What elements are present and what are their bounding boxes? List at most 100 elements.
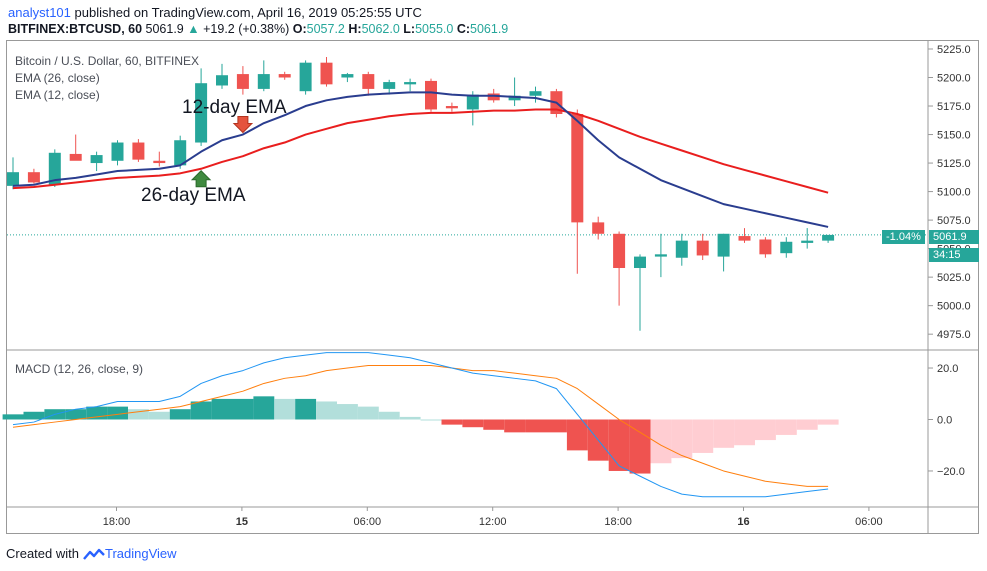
close-label: C: xyxy=(456,22,471,36)
candle-up xyxy=(216,75,228,86)
macd-histogram-bar xyxy=(337,404,358,420)
macd-histogram-bar xyxy=(23,411,45,420)
macd-signal-line xyxy=(12,364,829,487)
macd-histogram-bar xyxy=(378,411,400,420)
publisher-username[interactable]: analyst101 xyxy=(8,5,71,20)
legend-ema26: EMA (26, close) xyxy=(15,71,100,85)
macd-histogram-bar xyxy=(755,419,776,441)
candle-up xyxy=(404,82,417,85)
annotation-26day-ema: 26-day EMA xyxy=(141,185,246,206)
candle-up xyxy=(174,140,187,166)
candle-down xyxy=(132,142,145,160)
candle-down xyxy=(592,222,605,234)
annotation-12day-ema: 12-day EMA xyxy=(182,97,287,118)
candle-up xyxy=(299,62,312,92)
macd-histogram-bar xyxy=(796,419,818,430)
down-arrow-icon xyxy=(232,116,254,134)
macd-histogram-bar xyxy=(295,398,317,420)
macd-tick-label: 20.0 xyxy=(937,363,958,375)
price-change: +19.2 (+0.38%) xyxy=(203,22,290,36)
macd-histogram-bar xyxy=(671,419,693,459)
candle-down xyxy=(27,172,40,183)
macd-line xyxy=(12,352,829,498)
macd-histogram-bar xyxy=(2,414,24,420)
macd-histogram-bar xyxy=(817,419,839,425)
candle-down xyxy=(613,233,626,269)
macd-histogram-bar xyxy=(128,409,149,420)
macd-histogram-bar xyxy=(483,419,505,430)
price-tick-label: 5175.0 xyxy=(937,101,971,113)
macd-histogram-bar xyxy=(441,419,463,425)
macd-histogram-bar xyxy=(462,419,484,428)
high-value: 5062.0 xyxy=(361,22,400,36)
macd-histogram-bar xyxy=(546,419,567,433)
time-tick-label: 06:00 xyxy=(855,516,883,528)
open-value: 5057.2 xyxy=(306,22,345,36)
macd-histogram-bar xyxy=(399,416,421,420)
time-tick-label: 16 xyxy=(737,516,749,528)
candle-up xyxy=(634,256,646,269)
macd-histogram-bar xyxy=(253,396,275,420)
candle-up xyxy=(7,172,19,186)
created-with-text: Created with xyxy=(6,546,79,561)
macd-tick-label: 0.0 xyxy=(937,414,952,426)
candle-up xyxy=(717,233,730,257)
candle-down xyxy=(738,236,751,241)
price-tick-label: 5000.0 xyxy=(937,301,971,313)
up-arrow-icon: ▲ xyxy=(187,22,200,36)
candle-down xyxy=(69,153,82,161)
macd-histogram-bar xyxy=(211,398,233,420)
macd-histogram-bar xyxy=(713,419,735,448)
ema12-line xyxy=(12,91,829,228)
candle-down xyxy=(445,106,458,109)
last-price: 5061.9 xyxy=(145,22,184,36)
tradingview-logo-icon xyxy=(83,548,105,560)
macd-histogram-bar xyxy=(566,419,588,451)
price-tick-label: 5200.0 xyxy=(937,73,971,85)
macd-histogram-bar xyxy=(650,419,672,464)
time-tick-label: 12:00 xyxy=(479,516,507,528)
candle-down xyxy=(153,160,166,164)
candle-up xyxy=(675,240,688,258)
candle-down xyxy=(278,74,291,78)
up-arrow-icon xyxy=(190,170,212,188)
candle-down xyxy=(487,93,500,101)
candle-up xyxy=(111,142,124,161)
macd-histogram-bar xyxy=(525,419,546,433)
price-tick-label: 5075.0 xyxy=(937,215,971,227)
high-label: H: xyxy=(348,22,362,36)
close-value: 5061.9 xyxy=(470,22,509,36)
percent-change-tag: -1.04% xyxy=(882,230,925,244)
candle-up xyxy=(195,83,208,143)
candle-up xyxy=(780,241,793,254)
macd-tick-label: −20.0 xyxy=(937,466,965,478)
candle-up xyxy=(383,82,396,89)
macd-histogram-bar xyxy=(190,401,212,420)
candle-up xyxy=(257,74,270,89)
legend-title: Bitcoin / U.S. Dollar, 60, BITFINEX xyxy=(15,54,200,68)
macd-histogram-bar xyxy=(316,401,337,420)
macd-histogram-bar xyxy=(775,419,797,435)
price-tick-label: 5100.0 xyxy=(937,187,971,199)
macd-histogram-bar xyxy=(148,411,170,420)
price-tick-label: 5150.0 xyxy=(937,130,971,142)
open-label: O: xyxy=(292,22,307,36)
candle-up xyxy=(341,74,354,78)
countdown-tag: 34:15 xyxy=(929,248,979,262)
footer: Created with TradingView xyxy=(6,546,177,561)
candle-down xyxy=(362,74,375,89)
publish-info: published on TradingView.com, April 16, … xyxy=(74,5,422,20)
macd-histogram-bar xyxy=(692,419,714,453)
last-price-tag: 5061.9 xyxy=(929,230,979,244)
candle-up xyxy=(90,155,103,164)
candle-up xyxy=(529,91,542,96)
candle-down xyxy=(320,62,333,85)
tradingview-brand-text: TradingView xyxy=(104,546,177,561)
ema26-line xyxy=(12,108,829,194)
tradingview-logo[interactable]: TradingView xyxy=(83,546,177,561)
macd-histogram-bar xyxy=(608,419,630,471)
low-label: L: xyxy=(403,22,416,36)
symbol-name: BITFINEX:BTCUSD, 60 xyxy=(8,22,143,36)
candle-up xyxy=(654,254,667,257)
